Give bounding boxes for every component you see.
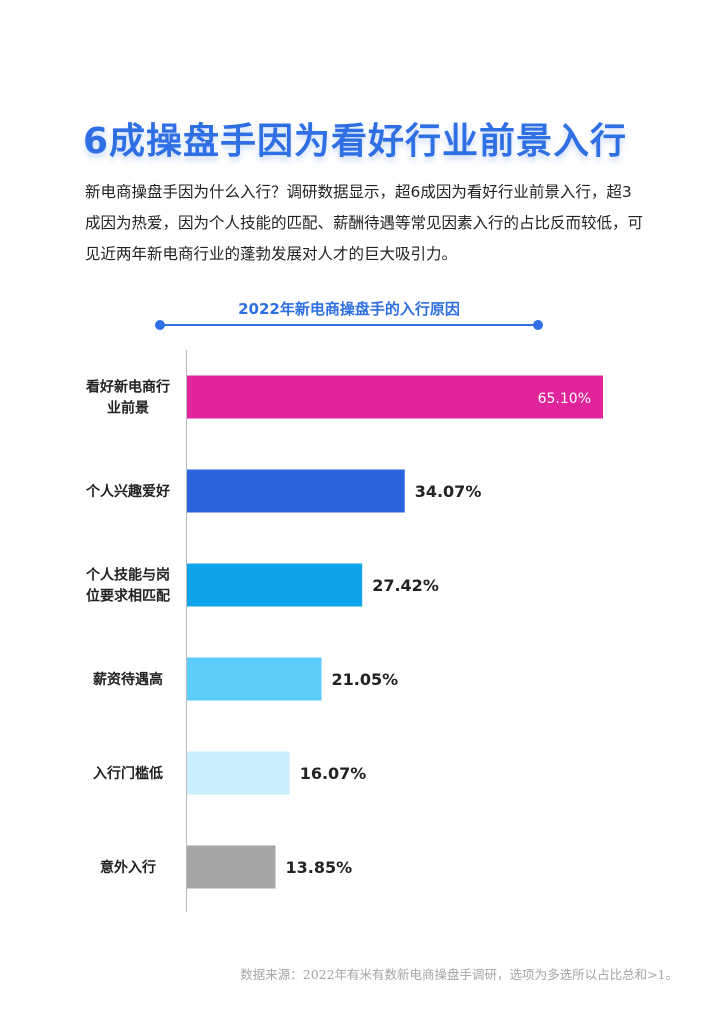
category-label-4-line-1: 薪资待遇高 xyxy=(93,671,163,688)
bar-3 xyxy=(187,563,363,607)
category-label-5-line-1: 入行门槛低 xyxy=(93,765,163,782)
value-label-1: 65.10% xyxy=(538,391,591,407)
chart-title: 2022年新电商操盘手的入行原因 xyxy=(238,300,460,318)
category-label-1-line-1: 看好新电商行 xyxy=(85,379,170,396)
bar-6 xyxy=(187,845,276,889)
value-label-3: 27.42% xyxy=(372,576,439,595)
chart-title-rule xyxy=(155,320,543,330)
bar-4 xyxy=(187,657,322,701)
category-label-2-line-1: 个人兴趣爱好 xyxy=(85,483,170,500)
rule-dot-right xyxy=(533,320,543,330)
category-label-3-line-1: 个人技能与岗 xyxy=(85,567,170,584)
bar-2 xyxy=(187,469,405,513)
value-label-6: 13.85% xyxy=(286,858,353,877)
category-label-3-line-2: 位要求相匹配 xyxy=(86,588,170,605)
value-label-5: 16.07% xyxy=(300,764,367,783)
page-title: 6成操盘手因为看好行业前景入行 xyxy=(82,121,628,162)
bar-5 xyxy=(187,751,290,795)
bar-1 xyxy=(187,375,603,419)
category-axis-line xyxy=(186,350,187,912)
intro-paragraph: 新电商操盘手因为什么入行？调研数据显示，超6成因为看好行业前景入行，超3成因为热… xyxy=(85,183,644,263)
value-label-2: 34.07% xyxy=(415,482,482,501)
rule-dot-left xyxy=(155,320,165,330)
category-label-1-line-2: 业前景 xyxy=(107,400,149,417)
category-label-6-line-1: 意外入行 xyxy=(100,859,156,876)
value-label-4: 21.05% xyxy=(332,670,399,689)
source-note: 数据来源：2022年有米有数新电商操盘手调研，选项为多选所以占比总和>1。 xyxy=(240,967,678,982)
